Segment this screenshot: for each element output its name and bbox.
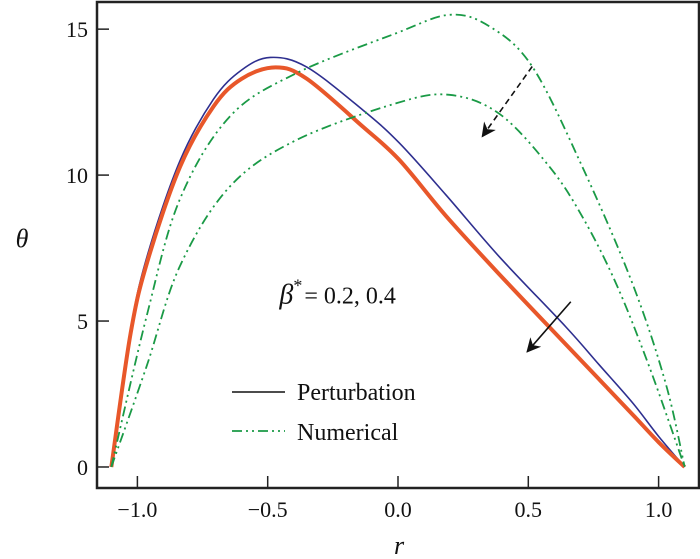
x-axis-label: r <box>394 531 405 559</box>
legend: Perturbation Numerical <box>232 380 416 446</box>
x-tick-label: −1.0 <box>117 497 157 522</box>
y-tick-label: 10 <box>66 163 88 188</box>
arrow-solid <box>526 301 572 353</box>
x-tick-label: −0.5 <box>248 497 288 522</box>
beta-annotation: β*= 0.2, 0.4 <box>278 276 396 311</box>
beta-superscript: * <box>293 276 302 296</box>
tick-layer: −1.0 −0.5 0.0 0.5 1.0 0 5 10 15 <box>66 17 672 522</box>
y-tick-label: 5 <box>77 309 88 334</box>
x-tick-label: 1.0 <box>645 497 673 522</box>
y-axis-label: θ <box>16 224 29 253</box>
plot-frame <box>95 0 700 490</box>
legend-label-perturbation: Perturbation <box>297 380 416 406</box>
arrow-dashed <box>481 66 533 138</box>
y-tick-label: 15 <box>66 17 88 42</box>
legend-label-numerical: Numerical <box>297 420 399 446</box>
series-layer <box>109 13 687 469</box>
series-line-numerical-beta-0.4 <box>110 93 686 468</box>
arrow-layer <box>481 66 572 353</box>
x-tick-label: 0.5 <box>515 497 543 522</box>
y-tick-label: 0 <box>77 455 88 480</box>
beta-symbol: β <box>278 280 293 311</box>
x-tick-label: 0.0 <box>384 497 412 522</box>
series-line-perturbation-beta-0.4 <box>109 65 687 469</box>
beta-values: = 0.2, 0.4 <box>304 284 396 310</box>
